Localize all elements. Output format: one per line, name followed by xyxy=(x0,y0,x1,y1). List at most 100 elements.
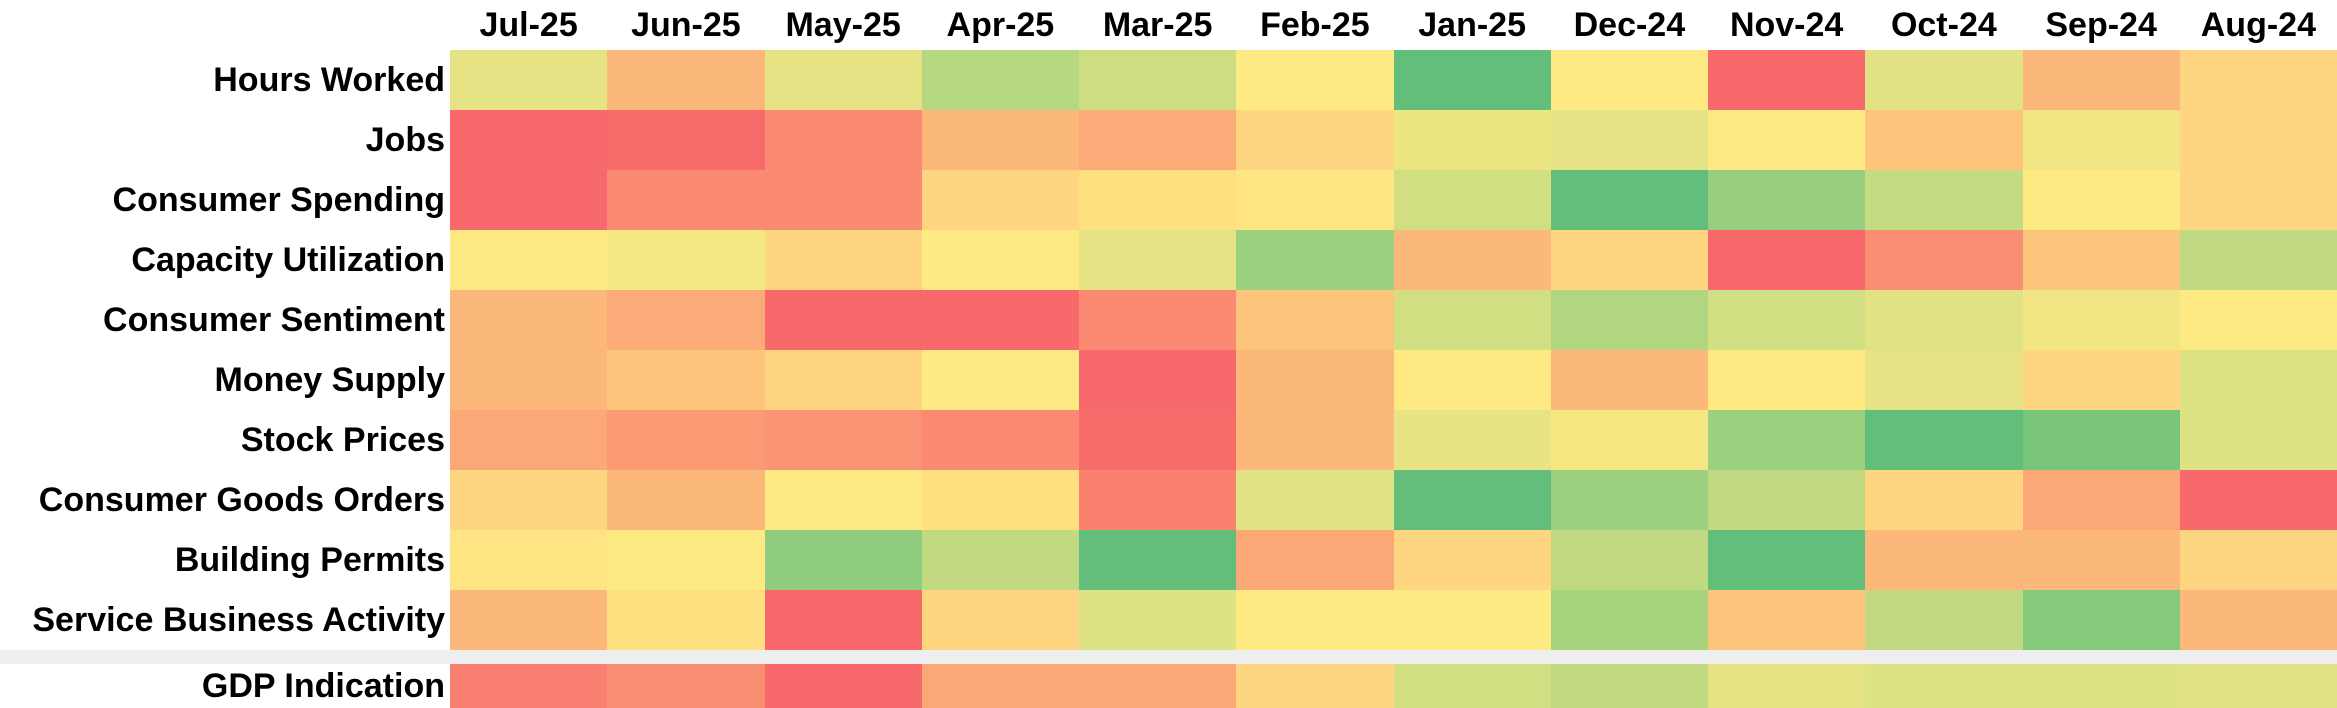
heatmap-cell xyxy=(607,110,766,171)
heatmap-cell xyxy=(1550,170,1709,231)
heatmap-cell xyxy=(1079,410,1237,471)
heatmap-cell xyxy=(1393,50,1552,111)
heatmap-cell xyxy=(1708,410,1866,471)
heatmap-cell xyxy=(607,230,766,291)
heatmap-cell xyxy=(1708,290,1866,351)
heatmap-cell xyxy=(2022,230,2181,291)
heatmap-cell xyxy=(450,350,608,411)
heatmap-cell xyxy=(921,350,1080,411)
heatmap-cell xyxy=(1865,410,2024,471)
heatmap-cell xyxy=(2022,590,2181,651)
heatmap-cell xyxy=(450,230,608,291)
column-header-jul-25: Jul-25 xyxy=(479,5,578,44)
heatmap-cell xyxy=(450,590,608,651)
column-header-aug-24: Aug-24 xyxy=(2200,5,2316,44)
summary-cell xyxy=(921,664,1080,708)
row-label-money-supply: Money Supply xyxy=(214,360,445,399)
heatmap-cell xyxy=(921,230,1080,291)
heatmap-cell xyxy=(921,50,1080,111)
heatmap-cell xyxy=(2179,290,2337,351)
heatmap-cell xyxy=(1079,350,1237,411)
column-header-dec-24: Dec-24 xyxy=(1573,5,1686,44)
heatmap-cell xyxy=(1079,110,1237,171)
column-header-nov-24: Nov-24 xyxy=(1729,5,1844,44)
row-label-building-permits: Building Permits xyxy=(174,540,445,579)
heatmap-cell xyxy=(2179,590,2337,651)
heatmap-cell xyxy=(2179,110,2337,171)
heatmap-cell xyxy=(607,410,766,471)
heatmap-cell xyxy=(921,530,1080,591)
heatmap-cell xyxy=(1708,350,1866,411)
heatmap-cell xyxy=(1708,590,1866,651)
heatmap-cell xyxy=(1865,230,2024,291)
heatmap-cell xyxy=(607,470,766,531)
heatmap-cell xyxy=(921,590,1080,651)
column-header-apr-25: Apr-25 xyxy=(946,5,1055,44)
heatmap-cell xyxy=(1393,410,1552,471)
row-label-consumer-sentiment: Consumer Sentiment xyxy=(103,300,445,339)
heatmap-cell xyxy=(450,530,608,591)
heatmap-cell xyxy=(2022,50,2181,111)
heatmap-cell xyxy=(1550,590,1709,651)
heatmap-cell xyxy=(2179,50,2337,111)
heatmap-cell xyxy=(2179,410,2337,471)
heatmap-cell xyxy=(1865,590,2024,651)
heatmap-cell xyxy=(764,350,923,411)
heatmap-cell xyxy=(921,170,1080,231)
heatmap-cell xyxy=(764,590,923,651)
heatmap-cell xyxy=(1865,530,2024,591)
heatmap-cell xyxy=(607,50,766,111)
heatmap-cell xyxy=(607,170,766,231)
heatmap-cell xyxy=(764,530,923,591)
summary-cell xyxy=(2022,664,2181,708)
column-header-mar-25: Mar-25 xyxy=(1102,5,1213,44)
heatmap-cell xyxy=(1236,110,1395,171)
column-header-jan-25: Jan-25 xyxy=(1418,5,1526,44)
heatmap-cell xyxy=(1865,470,2024,531)
heatmap-cell xyxy=(607,290,766,351)
heatmap-cell xyxy=(2022,530,2181,591)
summary-cell xyxy=(1550,664,1709,708)
summary-cell xyxy=(607,664,766,708)
heatmap-cell xyxy=(2179,350,2337,411)
heatmap-cell xyxy=(1079,470,1237,531)
heatmap-cell xyxy=(921,290,1080,351)
heatmap-cell xyxy=(1865,50,2024,111)
heatmap-cell xyxy=(1393,230,1552,291)
heatmap-cell xyxy=(1550,350,1709,411)
summary-cell xyxy=(764,664,923,708)
heatmap-cell xyxy=(764,410,923,471)
heatmap-cell xyxy=(764,50,923,111)
heatmap-cell xyxy=(1550,110,1709,171)
summary-cell xyxy=(450,664,608,708)
heatmap-cell xyxy=(921,470,1080,531)
heatmap-cell xyxy=(1708,170,1866,231)
heatmap-cell xyxy=(1550,410,1709,471)
column-header-oct-24: Oct-24 xyxy=(1890,5,1997,44)
heatmap-cell xyxy=(1236,170,1395,231)
heatmap-cell xyxy=(764,290,923,351)
heatmap-cell xyxy=(607,530,766,591)
heatmap-cell xyxy=(1236,590,1395,651)
heatmap-cell xyxy=(1079,50,1237,111)
heatmap-cell xyxy=(1865,350,2024,411)
heatmap-cell xyxy=(1550,470,1709,531)
heatmap-cell xyxy=(1708,530,1866,591)
heatmap-cell xyxy=(450,470,608,531)
summary-cell xyxy=(1079,664,1237,708)
heatmap-cell xyxy=(1708,50,1866,111)
heatmap-cell xyxy=(1079,290,1237,351)
heatmap-cell xyxy=(1079,230,1237,291)
heatmap-cell xyxy=(1708,110,1866,171)
heatmap-cell xyxy=(1393,170,1552,231)
row-label-jobs: Jobs xyxy=(365,120,445,159)
heatmap-cell xyxy=(2022,290,2181,351)
heatmap-cell xyxy=(607,590,766,651)
summary-cell xyxy=(2179,664,2337,708)
heatmap-cell xyxy=(2022,410,2181,471)
heatmap-cell xyxy=(2179,230,2337,291)
heatmap-cell xyxy=(1079,530,1237,591)
heatmap-cell xyxy=(2022,470,2181,531)
heatmap-cell xyxy=(1393,290,1552,351)
heatmap-cell xyxy=(450,170,608,231)
